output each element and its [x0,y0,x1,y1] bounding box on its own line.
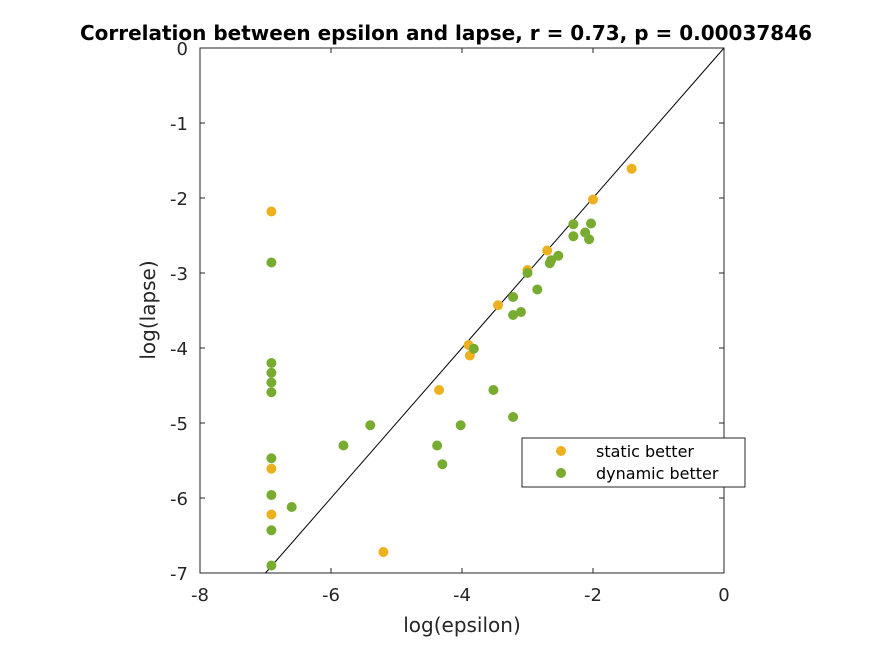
data-point [266,387,277,398]
data-point [588,194,598,205]
plot-area [199,47,725,574]
x-tick-label: -2 [584,585,602,606]
series-static-better [266,163,637,557]
y-tick-label: -7 [170,564,188,585]
identity-reference-line [265,47,725,574]
data-point [455,420,466,431]
data-point [586,218,597,229]
data-point [508,310,519,320]
legend-box [521,437,746,488]
data-point [553,250,564,261]
chart-title: Correlation between epsilon and lapse, r… [80,21,812,45]
legend-marker-static-better [556,446,566,456]
y-tick-label: 0 [177,39,188,60]
data-point [568,219,579,230]
data-point [266,525,277,536]
data-point [378,547,389,557]
data-point [266,358,277,368]
data-point [266,453,277,464]
legend-label-dynamic-better: dynamic better [596,464,719,483]
data-point [542,245,553,256]
data-point [266,560,277,571]
y-tick-label: -5 [170,414,188,435]
reference-line-group [265,47,725,574]
data-point [493,300,504,311]
data-point [508,292,519,302]
y-tick-label: -1 [170,114,188,135]
axis-ticks: -8 -6 -4 -2 0 0 -1 -2 -3 -4 -5 -6 -7 [170,39,730,606]
data-point [266,377,277,388]
data-point [266,206,277,217]
data-point [266,367,277,378]
data-point [338,440,349,451]
data-point [266,509,277,520]
x-tick-label: -8 [191,585,209,606]
data-point [266,463,277,474]
y-tick-label: -2 [170,189,188,210]
data-point [365,420,376,431]
data-point [515,307,526,317]
y-tick-label: -6 [170,489,188,510]
data-points [266,163,637,571]
data-point [266,257,277,268]
data-point [266,490,277,500]
data-point [532,284,543,295]
data-point [488,385,499,395]
x-tick-label: 0 [718,585,729,606]
series-dynamic-better [266,218,597,571]
legend: static better dynamic better [521,437,746,488]
x-axis-label: log(epsilon) [403,613,521,637]
data-point [568,231,579,242]
data-point [468,343,479,354]
data-point [546,255,557,266]
data-point [437,459,448,470]
data-point [508,412,519,422]
data-point [626,163,637,174]
data-point [434,385,445,395]
y-tick-label: -4 [170,339,188,360]
legend-label-static-better: static better [596,442,694,461]
data-point [584,234,595,245]
data-point [522,268,533,278]
data-point [432,440,443,451]
legend-marker-dynamic-better [556,468,566,478]
y-axis-label: log(lapse) [136,260,160,359]
x-tick-label: -6 [322,585,340,606]
y-tick-label: -3 [170,264,188,285]
data-point [286,502,297,512]
x-tick-label: -4 [453,585,471,606]
